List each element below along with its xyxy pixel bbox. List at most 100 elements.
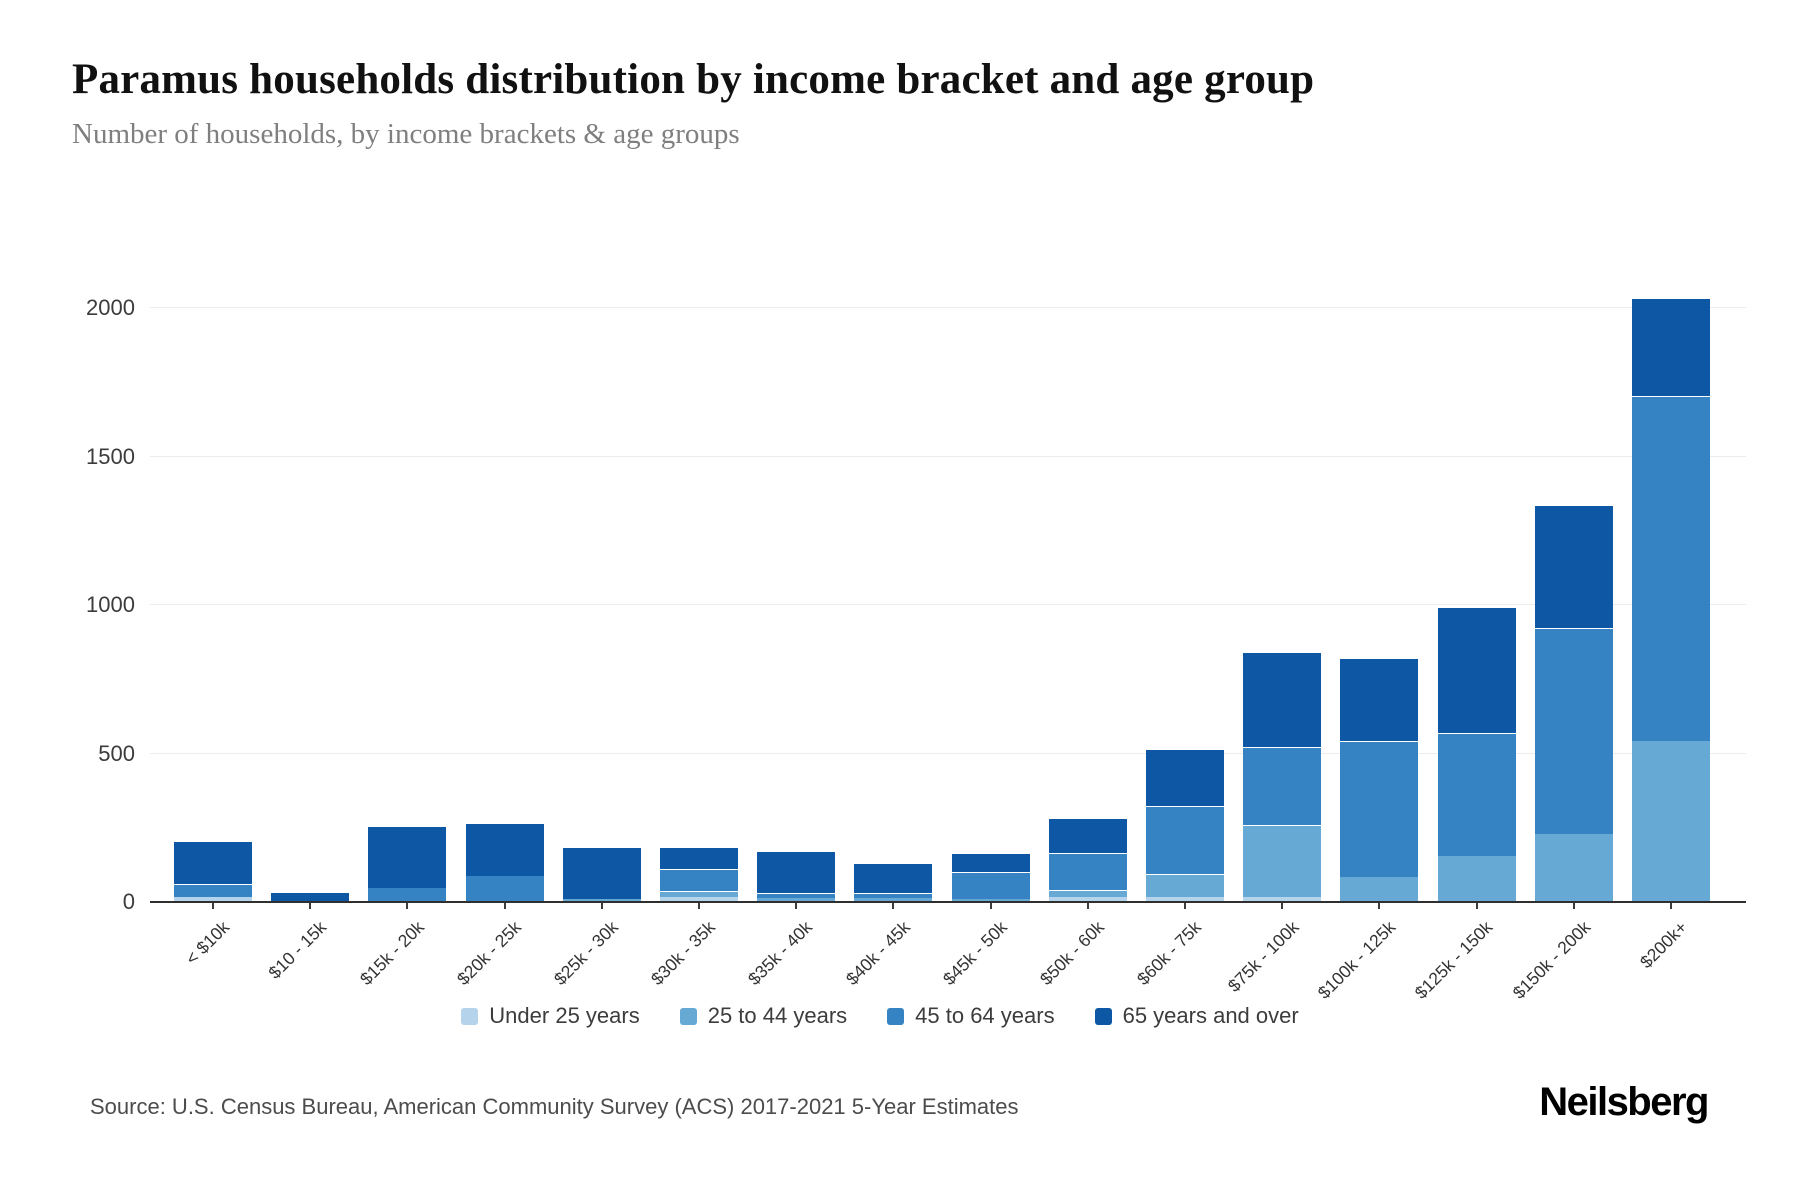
x-axis-tick bbox=[1670, 903, 1672, 909]
x-axis-tick bbox=[989, 903, 992, 909]
legend-swatch-icon bbox=[887, 1007, 905, 1025]
bar-segment[interactable] bbox=[1437, 606, 1516, 734]
legend-item[interactable]: 25 to 44 years bbox=[679, 1003, 848, 1029]
x-axis-category-label: $45k - 50k bbox=[938, 917, 1011, 989]
legend-item[interactable]: 45 to 64 years bbox=[887, 1003, 1055, 1029]
x-axis-tick bbox=[406, 903, 409, 909]
legend-label: Under 25 years bbox=[489, 1003, 640, 1028]
bar-segment[interactable] bbox=[1048, 890, 1127, 897]
legend-item[interactable]: Under 25 years bbox=[461, 1003, 640, 1029]
x-axis-tick bbox=[212, 903, 214, 909]
page-subtitle: Number of households, by income brackets… bbox=[72, 118, 740, 150]
bar-segment[interactable] bbox=[1243, 896, 1322, 901]
bar-segment[interactable] bbox=[854, 893, 933, 899]
bar-segment[interactable] bbox=[368, 825, 447, 888]
legend-swatch-icon bbox=[679, 1007, 697, 1025]
bar-segment[interactable] bbox=[660, 869, 738, 891]
gridline bbox=[150, 307, 1746, 308]
x-axis-tick bbox=[1281, 903, 1284, 909]
x-axis-category-label: $40k - 45k bbox=[841, 917, 914, 989]
gridline bbox=[150, 752, 1746, 754]
bar-segment[interactable] bbox=[660, 897, 738, 901]
x-axis-tick bbox=[795, 903, 798, 909]
bar-segment[interactable] bbox=[1048, 896, 1127, 901]
x-axis-category-label: $150k - 200k bbox=[1508, 917, 1594, 1003]
bar-segment[interactable] bbox=[854, 898, 933, 901]
bar-segment[interactable] bbox=[1146, 874, 1224, 897]
bar-segment[interactable] bbox=[1437, 856, 1516, 901]
bar-segment[interactable] bbox=[174, 841, 252, 885]
bar-segment[interactable] bbox=[174, 884, 252, 898]
x-axis-tick bbox=[1378, 903, 1381, 909]
bar-segment[interactable] bbox=[1243, 652, 1322, 747]
x-axis-tick bbox=[600, 903, 603, 909]
y-axis-tick-label: 2000 bbox=[86, 295, 135, 320]
x-axis-tick bbox=[1086, 903, 1089, 909]
bar-segment[interactable] bbox=[465, 822, 544, 876]
bar-segment[interactable] bbox=[1146, 748, 1224, 806]
source-note: Source: U.S. Census Bureau, American Com… bbox=[90, 1094, 1019, 1119]
x-axis-tick bbox=[1184, 903, 1186, 909]
bar-segment[interactable] bbox=[1632, 740, 1710, 901]
chart-legend: Under 25 years 25 to 44 years 45 to 64 yea… bbox=[0, 1003, 1760, 1029]
bar-segment[interactable] bbox=[1048, 853, 1127, 890]
bar-segment[interactable] bbox=[660, 890, 738, 898]
x-axis-tick bbox=[892, 903, 895, 909]
x-axis-category-label: $75k - 100k bbox=[1223, 917, 1303, 996]
bar-segment[interactable] bbox=[757, 851, 836, 893]
x-axis-category-label: $30k - 35k bbox=[647, 917, 720, 989]
bar-segment[interactable] bbox=[1632, 396, 1710, 741]
bar-segment[interactable] bbox=[1146, 805, 1224, 875]
y-axis-tick-label: 500 bbox=[98, 740, 135, 766]
x-axis-category-label: $20k - 25k bbox=[452, 917, 525, 989]
x-axis-tick bbox=[698, 903, 700, 909]
bar-segment[interactable] bbox=[757, 892, 836, 899]
bar-segment[interactable] bbox=[1437, 733, 1516, 857]
legend-label: 65 years and over bbox=[1122, 1003, 1299, 1028]
bar-segment[interactable] bbox=[562, 846, 641, 900]
bar-segment[interactable] bbox=[951, 872, 1030, 900]
bar-segment[interactable] bbox=[1146, 896, 1224, 901]
x-axis-category-label: $125k - 150k bbox=[1411, 917, 1497, 1003]
bar-segment[interactable] bbox=[368, 887, 447, 901]
bar-segment[interactable] bbox=[562, 899, 641, 901]
bar-segment[interactable] bbox=[1632, 298, 1710, 397]
bar-segment[interactable] bbox=[1534, 504, 1613, 628]
bar-segment[interactable] bbox=[271, 892, 350, 901]
bar-segment[interactable] bbox=[1340, 658, 1419, 741]
bar-segment[interactable] bbox=[1534, 627, 1613, 835]
bar-segment[interactable] bbox=[465, 875, 544, 901]
bar-segment[interactable] bbox=[1243, 825, 1322, 897]
legend-label: 45 to 64 years bbox=[915, 1003, 1055, 1028]
x-axis-category-label: < $10k bbox=[181, 917, 234, 969]
y-axis-tick-label: 1000 bbox=[86, 592, 135, 617]
page-title: Paramus households distribution by incom… bbox=[72, 56, 1315, 103]
bar-segment[interactable] bbox=[1534, 834, 1613, 901]
x-axis-category-label: $15k - 20k bbox=[355, 917, 428, 989]
bar-segment[interactable] bbox=[1340, 877, 1419, 901]
x-axis-tick bbox=[503, 903, 506, 909]
neilsberg-logo: Neilsberg bbox=[1539, 1080, 1709, 1124]
bar-segment[interactable] bbox=[1243, 746, 1322, 826]
x-axis-category-label: $200k+ bbox=[1636, 917, 1692, 973]
x-axis-category-label: $60k - 75k bbox=[1133, 917, 1206, 989]
legend-item[interactable]: 65 years and over bbox=[1094, 1003, 1299, 1029]
bar-segment[interactable] bbox=[1340, 740, 1419, 878]
bar-segment[interactable] bbox=[660, 846, 738, 870]
bar-segment[interactable] bbox=[951, 853, 1030, 873]
legend-label: 25 to 44 years bbox=[707, 1003, 848, 1028]
bar-segment[interactable] bbox=[174, 897, 252, 901]
bar-segment[interactable] bbox=[951, 899, 1030, 901]
bar-segment[interactable] bbox=[1048, 818, 1127, 854]
legend-swatch-icon bbox=[1094, 1007, 1112, 1025]
x-axis-category-label: $35k - 40k bbox=[744, 917, 817, 989]
bar-segment[interactable] bbox=[854, 862, 933, 894]
bar-segment[interactable] bbox=[757, 898, 836, 901]
gridline bbox=[150, 604, 1746, 605]
x-axis-tick bbox=[1572, 903, 1575, 909]
x-axis-category-label: $25k - 30k bbox=[550, 917, 622, 989]
x-axis-category-label: $50k - 60k bbox=[1036, 917, 1108, 989]
y-axis-tick-label: 1500 bbox=[86, 443, 135, 469]
